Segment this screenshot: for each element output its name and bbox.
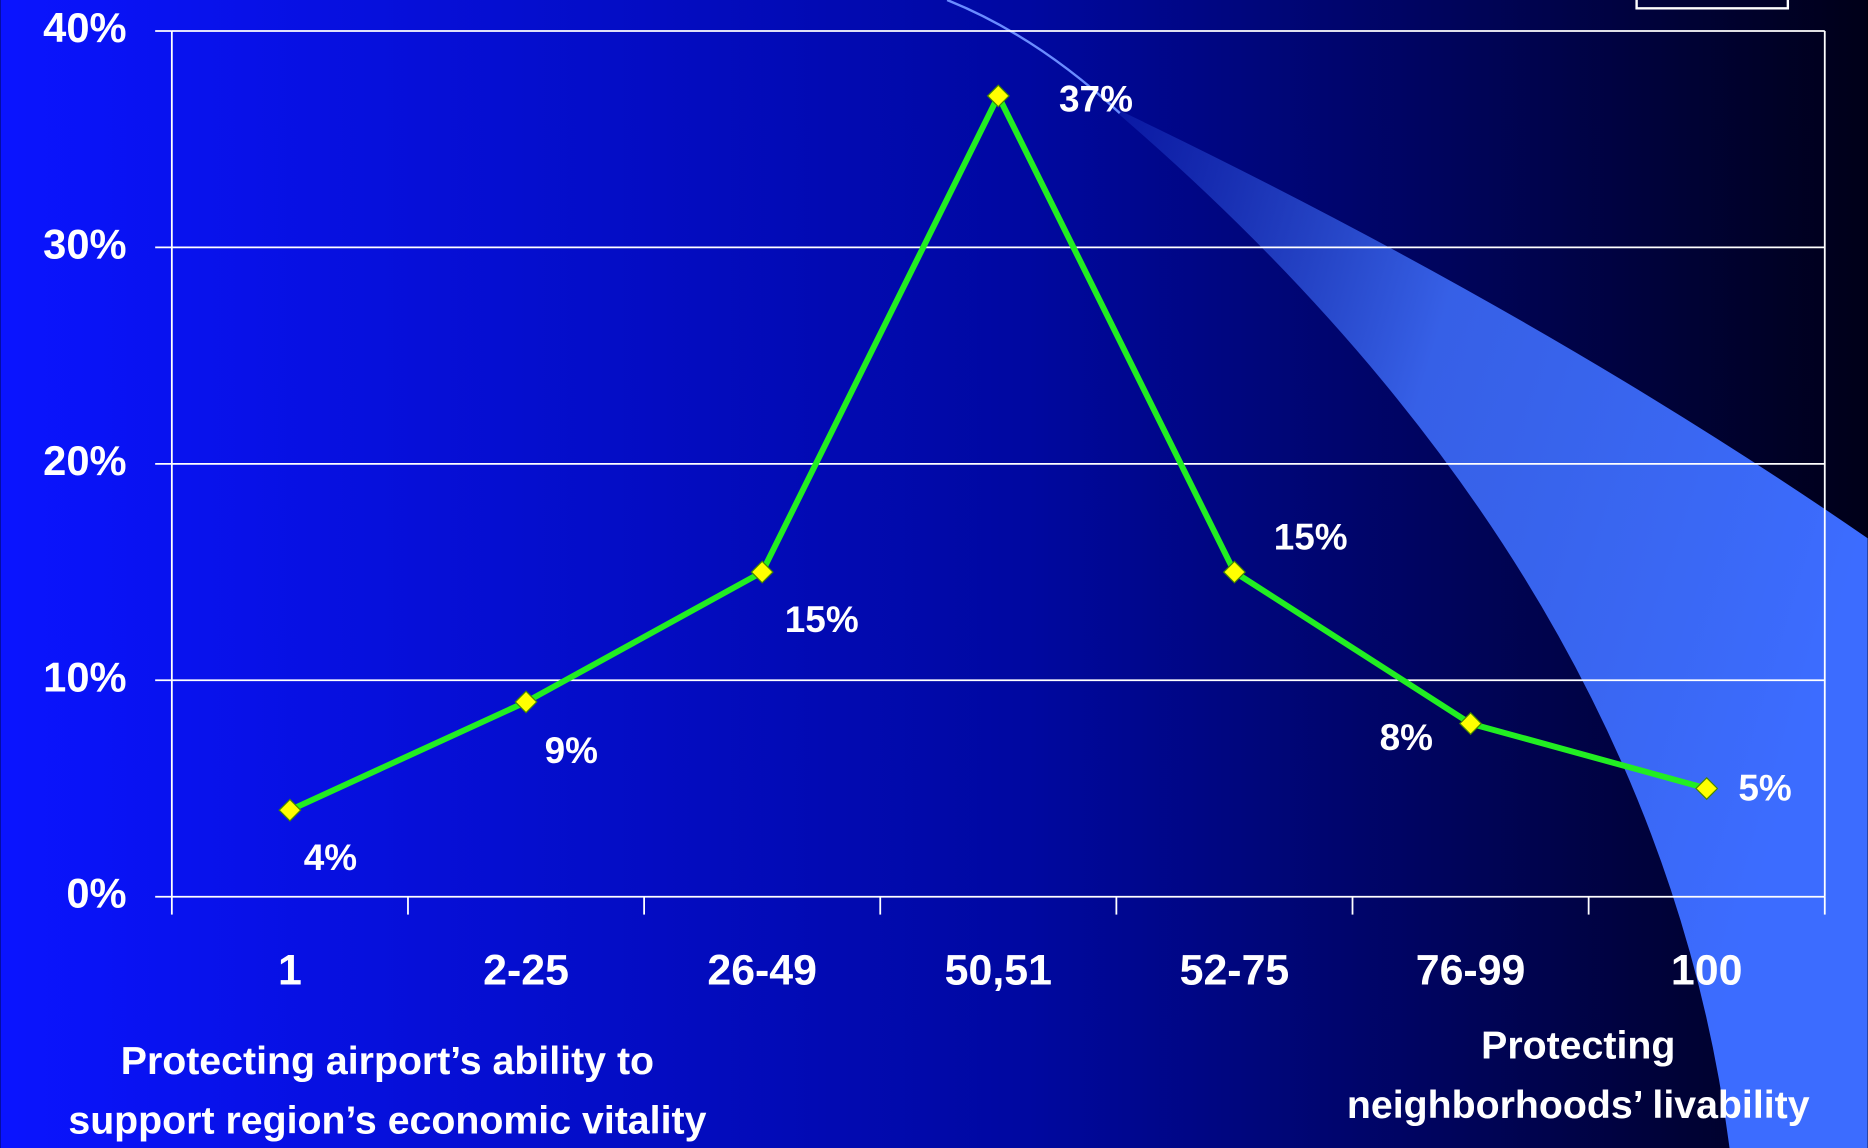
data-label: 9% <box>545 730 598 771</box>
annotation: Protecting airport’s ability to <box>121 1039 654 1083</box>
data-label: 15% <box>1274 517 1348 558</box>
marker <box>1222 560 1247 584</box>
x-tick-label: 50,51 <box>945 946 1052 994</box>
data-label: 4% <box>304 837 357 878</box>
annotation: Protecting <box>1481 1023 1675 1067</box>
x-tick-label: 100 <box>1671 946 1743 994</box>
data-label: 15% <box>785 599 859 640</box>
data-label: 8% <box>1380 717 1433 758</box>
marker <box>278 798 302 822</box>
swoosh-line <box>946 0 1121 115</box>
annotation: neighborhoods’ livability <box>1347 1083 1810 1127</box>
x-tick-label: 52-75 <box>1180 946 1290 994</box>
x-tick-label: 26-49 <box>707 946 817 994</box>
data-label: 37% <box>1059 79 1133 120</box>
y-tick-label: 0% <box>66 870 126 917</box>
y-tick-label: 10% <box>43 653 126 700</box>
marker <box>1695 776 1719 801</box>
x-tick-label: 76-99 <box>1416 946 1526 994</box>
x-tick-label: 1 <box>278 946 302 994</box>
marker <box>1459 712 1483 736</box>
x-tick-label: 2-25 <box>483 946 569 994</box>
data-label: 5% <box>1738 768 1791 809</box>
marker <box>986 84 1010 108</box>
marker <box>514 690 538 714</box>
plot-area: 0% 10% 20% 30% 40% 1 2-25 26-49 50,51 52-75 76-99 1… <box>43 4 1826 1142</box>
swoosh <box>1107 104 1868 1148</box>
legend-box <box>1635 0 1790 10</box>
annotation: support region’s economic vitality <box>68 1098 706 1142</box>
y-tick-label: 30% <box>43 220 126 267</box>
marker <box>750 560 774 584</box>
y-tick-label: 40% <box>43 4 126 51</box>
y-tick-label: 20% <box>43 437 126 484</box>
